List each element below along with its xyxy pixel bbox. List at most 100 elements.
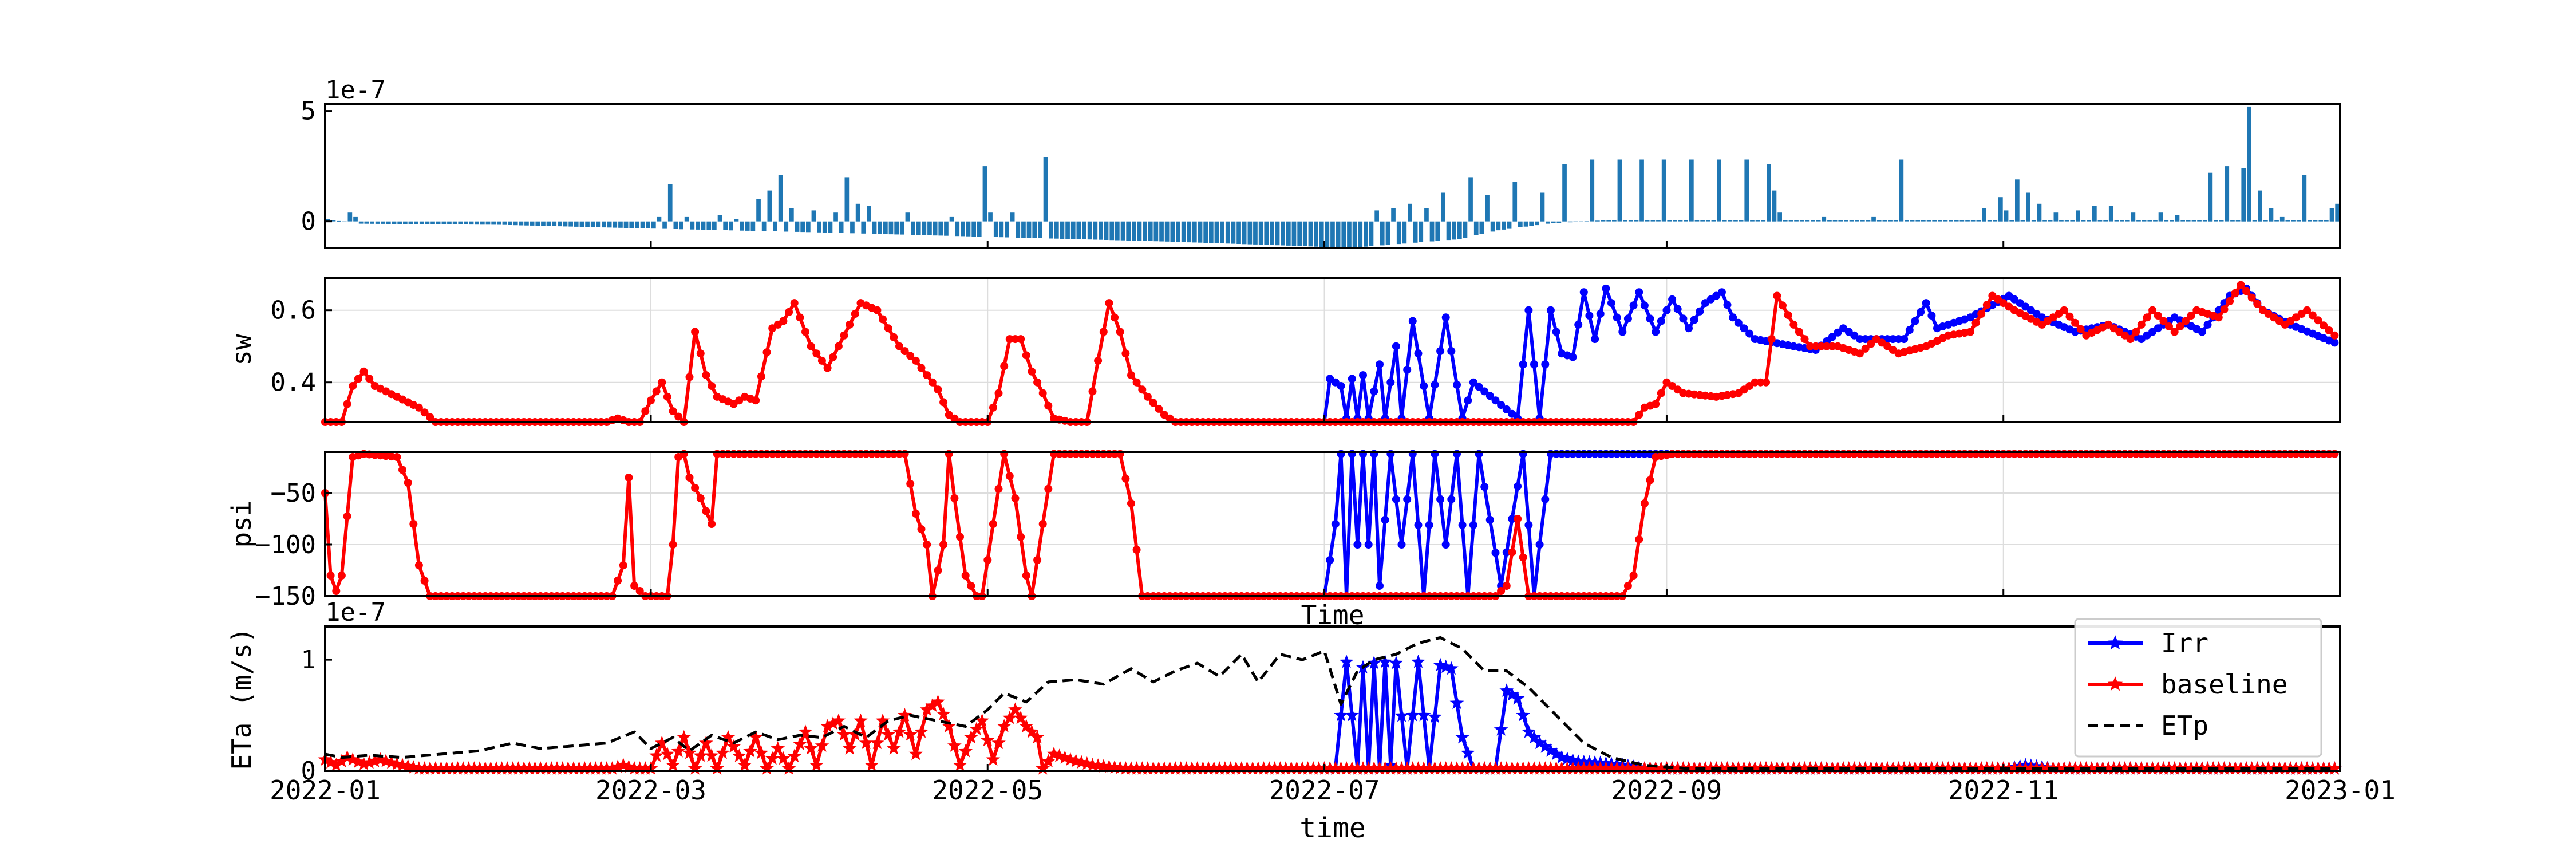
data-point xyxy=(994,484,1003,493)
bar xyxy=(1264,221,1269,245)
data-point xyxy=(752,396,760,405)
x-axis-label-psi: Time xyxy=(1301,600,1365,631)
bar xyxy=(618,221,623,228)
bar xyxy=(1502,221,1506,230)
data-point xyxy=(2328,761,2342,775)
bar xyxy=(1005,221,1009,238)
data-point xyxy=(1405,708,1420,722)
data-point xyxy=(627,761,642,775)
bar xyxy=(750,221,756,231)
data-point xyxy=(864,758,879,771)
bar xyxy=(955,221,960,237)
bar xyxy=(1601,220,1606,222)
bar xyxy=(2313,220,2318,222)
bar xyxy=(1358,221,1363,247)
data-point xyxy=(931,694,945,708)
data-point xyxy=(329,758,343,771)
data-point xyxy=(1637,761,1652,775)
bar xyxy=(430,221,435,224)
bar xyxy=(1209,221,1214,243)
data-point xyxy=(1745,329,1754,338)
y-axis-label: ETa (m/s) xyxy=(226,627,257,770)
data-point xyxy=(757,372,765,381)
data-point xyxy=(1394,708,1409,722)
data-point xyxy=(1519,553,1527,562)
bar xyxy=(475,221,479,225)
bar xyxy=(1705,220,1710,222)
data-point xyxy=(1497,401,1506,409)
bar xyxy=(1391,208,1396,222)
bar xyxy=(2219,220,2224,222)
bar xyxy=(1767,164,1771,222)
data-point xyxy=(1654,761,1669,775)
bar xyxy=(1943,220,1948,222)
data-point xyxy=(2253,300,2262,308)
data-point xyxy=(1748,761,1763,775)
data-point xyxy=(2076,325,2085,333)
data-point xyxy=(923,541,931,549)
data-point xyxy=(2167,761,2182,775)
data-point xyxy=(1911,317,1919,325)
data-point xyxy=(1535,541,1544,549)
data-point xyxy=(1971,318,1980,327)
bar xyxy=(1915,220,1921,222)
bar xyxy=(729,221,733,231)
bar xyxy=(673,221,678,229)
data-point xyxy=(1383,761,1398,775)
data-point xyxy=(1376,360,1384,369)
data-point xyxy=(1635,535,1643,543)
data-point xyxy=(533,761,548,775)
data-point xyxy=(1880,761,1895,775)
data-point xyxy=(1670,761,1685,775)
data-point xyxy=(1643,761,1657,775)
bar xyxy=(408,221,413,224)
data-point xyxy=(1008,702,1022,716)
data-point xyxy=(599,761,614,775)
data-point xyxy=(2203,320,2212,329)
data-point xyxy=(1483,761,1498,775)
bar xyxy=(761,221,767,231)
data-point xyxy=(1629,301,1638,310)
bar xyxy=(1341,221,1346,248)
data-point xyxy=(1623,582,1632,590)
xtick-label: 2022-03 xyxy=(595,775,706,806)
data-point xyxy=(781,761,796,775)
data-point xyxy=(1416,708,1431,722)
bar xyxy=(1876,220,1882,222)
data-point xyxy=(1190,761,1205,775)
bar xyxy=(2048,220,2053,222)
bar xyxy=(1711,220,1716,222)
bar xyxy=(1700,220,1705,222)
bar xyxy=(1590,159,1595,222)
data-point xyxy=(1510,691,1525,705)
data-point xyxy=(1386,378,1395,387)
data-point xyxy=(892,724,907,738)
bar xyxy=(2125,220,2130,222)
bar xyxy=(2142,220,2147,222)
bar xyxy=(723,221,728,230)
data-point xyxy=(1566,761,1580,775)
data-point xyxy=(1345,708,1360,722)
legend-item-etp: ETp xyxy=(2088,710,2208,741)
bar xyxy=(1109,221,1115,241)
data-point xyxy=(456,761,471,775)
data-point xyxy=(1731,761,1746,775)
legend-marker xyxy=(2107,635,2123,650)
bar xyxy=(2064,220,2069,222)
bar xyxy=(767,190,772,222)
bar xyxy=(977,221,982,237)
bar xyxy=(331,220,336,222)
data-point xyxy=(1621,761,1635,775)
data-point xyxy=(1099,328,1108,336)
bar xyxy=(1606,220,1611,222)
data-point xyxy=(422,761,437,775)
bar xyxy=(2258,190,2262,222)
bar xyxy=(1054,221,1059,239)
bar xyxy=(381,221,386,224)
bar xyxy=(2252,220,2257,222)
data-point xyxy=(804,741,818,755)
data-point xyxy=(1339,655,1354,668)
data-point xyxy=(1132,378,1141,387)
bar xyxy=(2081,220,2086,222)
bar xyxy=(1347,221,1352,248)
